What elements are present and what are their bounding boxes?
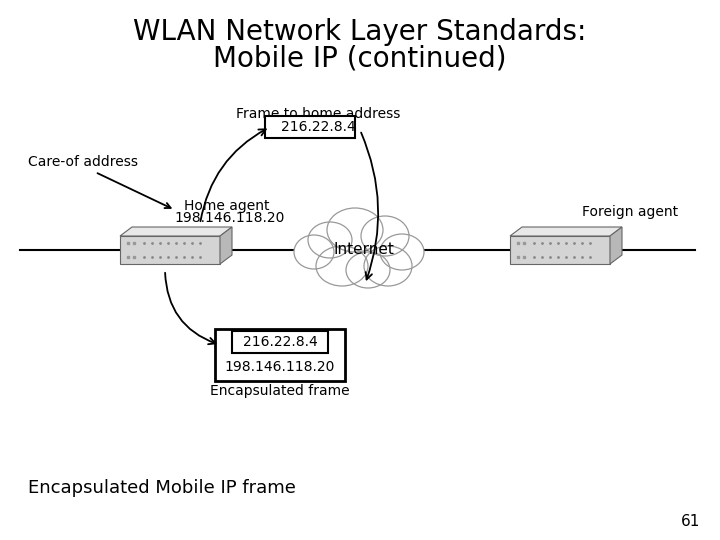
Polygon shape <box>220 227 232 264</box>
Text: Internet: Internet <box>333 242 395 258</box>
Text: 61: 61 <box>680 515 700 530</box>
Text: WLAN Network Layer Standards:: WLAN Network Layer Standards: <box>133 18 587 46</box>
Ellipse shape <box>364 246 412 286</box>
Ellipse shape <box>361 216 409 256</box>
FancyArrowPatch shape <box>361 132 378 280</box>
Ellipse shape <box>380 234 424 270</box>
Text: Frame to home address: Frame to home address <box>236 107 400 121</box>
Ellipse shape <box>294 235 334 269</box>
Ellipse shape <box>327 208 383 252</box>
Text: 216.22.8.4: 216.22.8.4 <box>281 120 356 134</box>
Text: 216.22.8.4: 216.22.8.4 <box>243 335 318 349</box>
Text: 198.146.118.20: 198.146.118.20 <box>225 360 336 374</box>
Text: Mobile IP (continued): Mobile IP (continued) <box>213 44 507 72</box>
Polygon shape <box>120 236 220 264</box>
Ellipse shape <box>316 246 368 286</box>
FancyBboxPatch shape <box>232 331 328 353</box>
Polygon shape <box>510 236 610 264</box>
Ellipse shape <box>346 252 390 288</box>
FancyBboxPatch shape <box>265 116 355 138</box>
Text: 198.146.118.20: 198.146.118.20 <box>174 211 284 225</box>
FancyBboxPatch shape <box>215 329 345 381</box>
FancyArrowPatch shape <box>200 129 266 221</box>
Text: Care-of address: Care-of address <box>28 155 138 169</box>
Polygon shape <box>510 227 622 236</box>
Text: Encapsulated frame: Encapsulated frame <box>210 384 350 398</box>
Text: Foreign agent: Foreign agent <box>582 205 678 219</box>
FancyArrowPatch shape <box>165 273 215 344</box>
Polygon shape <box>610 227 622 264</box>
Ellipse shape <box>308 222 352 258</box>
Text: Encapsulated Mobile IP frame: Encapsulated Mobile IP frame <box>28 479 296 497</box>
Text: Home agent: Home agent <box>184 199 269 213</box>
Polygon shape <box>120 227 232 236</box>
